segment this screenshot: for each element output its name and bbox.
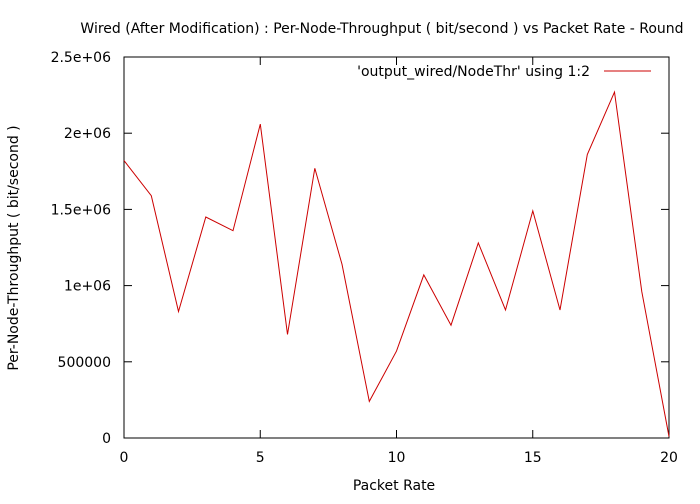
x-tick-label: 0 (120, 450, 129, 466)
y-tick-label: 0 (102, 431, 111, 447)
y-tick-label: 2.5e+06 (51, 50, 112, 66)
chart-title: Wired (After Modification) : Per-Node-Th… (80, 21, 683, 37)
y-tick-label: 1.5e+06 (51, 202, 112, 218)
y-tick-label: 2e+06 (64, 126, 111, 142)
series-line (123, 90, 670, 437)
legend-label: 'output_wired/NodeThr' using 1:2 (357, 64, 590, 80)
x-tick-label: 20 (660, 450, 678, 466)
y-axis-label: Per-Node-Throughput ( bit/second ) (6, 125, 22, 370)
x-axis-label: Packet Rate (353, 478, 435, 494)
plot-frame (123, 56, 670, 439)
x-tick-label: 15 (524, 450, 542, 466)
x-tick-label: 10 (388, 450, 406, 466)
y-tick-label: 500000 (58, 355, 111, 371)
x-tick-label: 5 (256, 450, 265, 466)
y-tick-label: 1e+06 (64, 279, 111, 295)
